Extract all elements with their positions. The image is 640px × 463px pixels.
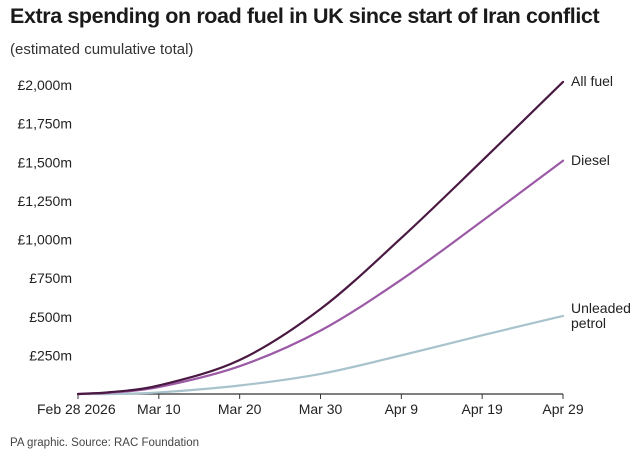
y-tick-label: £250m	[29, 347, 72, 363]
x-tick-label: Apr 29	[542, 401, 583, 417]
chart-subtitle: (estimated cumulative total)	[10, 41, 194, 58]
chart-title: Extra spending on road fuel in UK since …	[10, 4, 600, 28]
x-tick-label: Mar 10	[137, 401, 181, 417]
x-tick-label: Apr 9	[385, 401, 419, 417]
series-label: Diesel	[571, 152, 610, 168]
x-tick-label: Mar 20	[218, 401, 262, 417]
x-tick-label: Feb 28 2026	[37, 401, 116, 417]
y-tick-label: £750m	[29, 270, 72, 286]
x-tick-label: Apr 19	[462, 401, 503, 417]
y-tick-label: £500m	[29, 309, 72, 325]
source-note: PA graphic. Source: RAC Foundation	[10, 437, 200, 449]
series-line-all-fuel	[76, 80, 565, 396]
series-label: All fuel	[571, 73, 613, 89]
series-lines	[76, 80, 565, 396]
x-axis: Feb 28 2026 Mar 10 Mar 20 Mar 30 Apr 9 Apr 19…	[37, 393, 584, 417]
x-tick-label: Mar 30	[299, 401, 343, 417]
y-axis: £250m £500m £750m £1,000m £1,250m £1,500m £1,7…	[18, 77, 72, 363]
y-tick-label: £1,250m	[18, 193, 72, 209]
y-tick-label: £1,000m	[18, 232, 72, 248]
series-line-diesel	[76, 159, 565, 396]
y-tick-label: £1,500m	[18, 154, 72, 170]
series-label: petrol	[571, 315, 606, 331]
y-tick-label: £1,750m	[18, 116, 72, 132]
series-label: Unleaded	[571, 300, 631, 316]
y-tick-label: £2,000m	[18, 77, 72, 93]
series-line-unleaded-petrol	[76, 314, 565, 396]
